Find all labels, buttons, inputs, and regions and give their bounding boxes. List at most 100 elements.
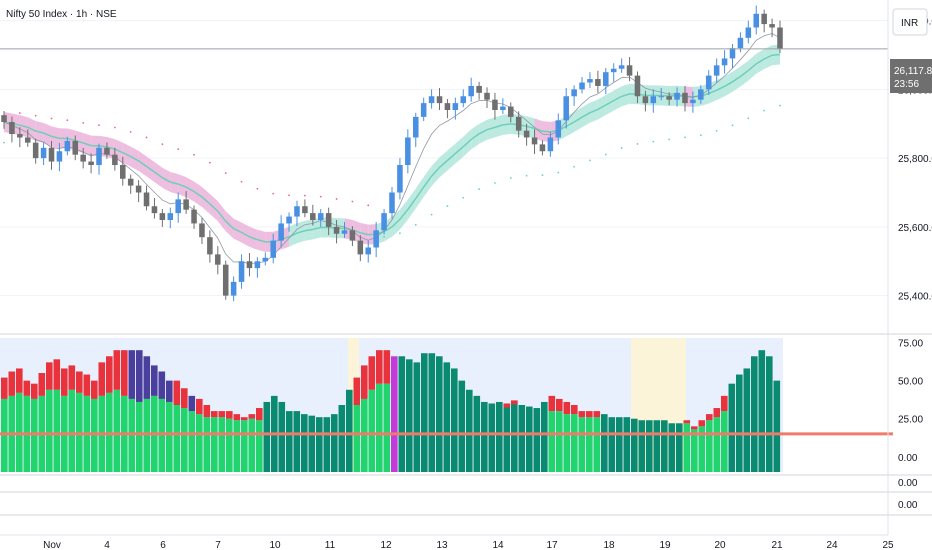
trail-dot xyxy=(303,194,306,197)
trail-dot xyxy=(288,194,290,197)
histogram-bar xyxy=(316,417,323,472)
histogram-bar xyxy=(323,417,331,472)
histogram-bar xyxy=(218,417,226,472)
histogram-bar xyxy=(578,417,586,472)
histogram-bar xyxy=(631,418,638,472)
candle-body xyxy=(286,216,292,224)
trail-dot xyxy=(430,213,433,216)
histogram-bar xyxy=(743,368,751,472)
symbol-title[interactable]: Nifty 50 Index · 1h · NSE xyxy=(6,9,117,20)
histogram-bar xyxy=(571,414,578,472)
candle-body xyxy=(769,24,775,28)
histogram-bar xyxy=(338,405,346,472)
histogram-bar xyxy=(391,356,398,472)
candle-body xyxy=(183,199,189,210)
histogram-pane[interactable] xyxy=(0,338,893,472)
candle-body xyxy=(523,130,530,138)
price-tick-label: 25,600.00 xyxy=(898,223,932,234)
trail-dot xyxy=(34,114,37,117)
trail-dot xyxy=(525,174,528,177)
histogram-bar xyxy=(248,418,256,472)
histogram-bar xyxy=(586,417,593,472)
histogram-bar xyxy=(173,380,181,405)
histogram-bar xyxy=(166,401,173,472)
histogram-bar xyxy=(188,411,196,472)
last-price-value: 26,117.80 xyxy=(894,66,932,77)
slow-average-line xyxy=(3,53,781,243)
histogram-bar xyxy=(353,405,361,472)
main-pane[interactable] xyxy=(0,5,888,302)
histogram-bar xyxy=(121,350,128,396)
trail-dot xyxy=(494,182,496,184)
candle-body xyxy=(1,115,7,123)
candle-body xyxy=(365,247,372,255)
histogram-bar xyxy=(233,420,241,472)
histogram-bar xyxy=(458,380,466,472)
histogram-bar xyxy=(136,401,143,472)
histogram-bar xyxy=(713,417,721,472)
time-tick-label: 18 xyxy=(603,540,615,550)
candle-body xyxy=(17,134,23,138)
time-axis[interactable]: Nov 4 6 7 10 11 12 13 14 17 18 19 20 21 24 25 xyxy=(43,540,894,550)
histogram-bar xyxy=(428,353,436,472)
candle-body xyxy=(666,96,672,100)
histogram-bar xyxy=(76,371,83,393)
histogram-bar xyxy=(8,371,16,396)
histogram-bar xyxy=(233,414,241,421)
histogram-bar xyxy=(31,398,38,472)
candle-body xyxy=(674,92,680,100)
histogram-bar xyxy=(106,356,113,393)
histogram-bar xyxy=(331,414,338,472)
trail-dot xyxy=(113,126,116,129)
histogram-bar xyxy=(166,380,173,402)
trail-dot xyxy=(193,153,195,156)
histogram-bar xyxy=(23,380,31,396)
histogram-bar xyxy=(241,420,248,472)
histogram-bar xyxy=(676,423,683,472)
candle-body xyxy=(563,96,569,121)
candle-body xyxy=(476,85,482,93)
candle-body xyxy=(721,58,728,66)
histogram-bar xyxy=(31,383,38,399)
currency-button[interactable]: INR xyxy=(892,8,928,36)
candle-body xyxy=(555,120,562,138)
candle-body xyxy=(436,96,443,104)
candle-body xyxy=(191,209,197,224)
trail-dot xyxy=(779,104,781,107)
candle-body xyxy=(539,144,546,152)
histogram-bar xyxy=(668,423,676,472)
candle-body xyxy=(230,281,237,296)
candle-body xyxy=(135,185,142,193)
trail-dot xyxy=(414,223,417,226)
trail-dot xyxy=(319,195,322,198)
candle-body xyxy=(444,103,451,110)
histogram-bar xyxy=(241,417,248,421)
histogram-axis[interactable]: 75.00 50.00 25.00 0.00 xyxy=(898,339,923,464)
histogram-bar xyxy=(563,414,571,472)
histogram-bar xyxy=(563,401,571,415)
histogram-bar xyxy=(653,420,661,472)
candle-body xyxy=(405,137,411,165)
histogram-bar xyxy=(518,405,526,472)
histogram-bar xyxy=(46,362,53,390)
histogram-bar xyxy=(278,401,286,472)
histogram-bar xyxy=(211,417,218,472)
histogram-bar xyxy=(443,362,451,472)
trail-dot xyxy=(161,143,164,146)
sub-pane-tick-label: 0.00 xyxy=(898,478,918,489)
candle-body xyxy=(246,261,253,269)
histogram-bar xyxy=(548,411,556,472)
candle-body xyxy=(64,140,71,152)
histogram-bar xyxy=(496,401,503,472)
sub-pane-axis[interactable]: 0.00 0.00 xyxy=(898,478,918,511)
candle-body xyxy=(341,230,348,234)
trail-dot xyxy=(256,187,259,190)
histogram-bar xyxy=(1,398,8,472)
histogram-bar xyxy=(53,389,61,472)
candle-body xyxy=(238,261,245,282)
candle-body xyxy=(104,147,110,155)
histogram-bar xyxy=(593,411,601,418)
candle-body xyxy=(618,65,625,69)
histogram-bar xyxy=(503,403,511,408)
